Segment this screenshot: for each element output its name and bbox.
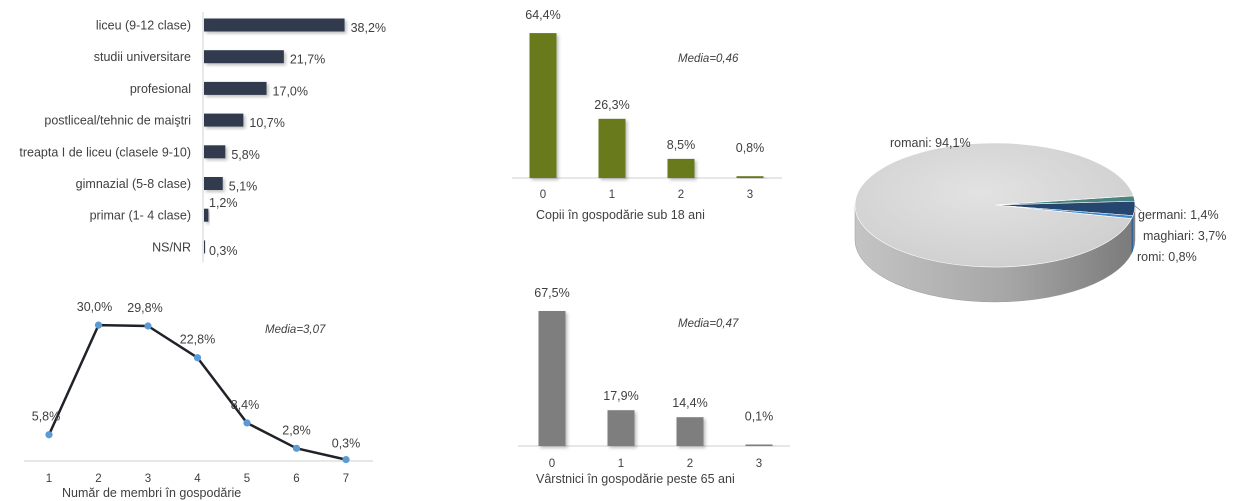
pie-label-maghiari: maghiari: 3,7% [1143,229,1226,243]
household-point [94,321,103,329]
household-data-label: 5,8% [32,410,61,424]
children-mean-annotation: Media=0,46 [678,53,739,65]
edu-data-label: 17,0% [273,84,308,98]
elderly-tick-label: 1 [618,458,624,470]
edu-bar [204,177,223,190]
elderly-data-label: 14,4% [672,396,707,410]
elderly-tick-label: 2 [687,458,693,470]
household-size-line-chart: 5,8% 1 30,0% 2 29,8% 3 22,8% 4 8,4% 5 2,8% 6 0,3% 7 Nu… [24,300,373,500]
elderly-bar [538,311,566,446]
household-tick-label: 7 [343,473,349,485]
edu-category-label: primar (1- 4 clase) [90,209,191,223]
household-tick-label: 5 [244,473,250,485]
children-bar-chart: 64,4% 0 26,3% 1 8,5% 2 0,8% 3 Copii în gospodări… [512,8,782,222]
edu-data-label: 5,1% [229,180,258,194]
household-point [342,456,350,464]
household-point [45,431,53,439]
household-tick-label: 3 [145,473,151,485]
children-bar [667,158,695,178]
edu-data-label: 1,2% [209,196,238,210]
pie-label-romani: romani: 94,1% [890,136,971,150]
edu-bar [204,18,345,32]
elderly-bar [607,410,635,446]
children-data-label: 26,3% [594,98,629,112]
children-data-label: 64,4% [525,8,560,22]
children-tick-label: 3 [747,189,753,201]
pie-leader-germani [1133,204,1142,212]
edu-data-label: 21,7% [290,53,325,67]
elderly-data-label: 17,9% [603,389,638,403]
elderly-data-label: 67,5% [534,286,569,300]
children-tick-label: 2 [678,189,684,201]
household-x-axis-title: Număr de membri în gospodărie [62,486,241,500]
edu-category-label: gimnazial (5-8 clase) [76,177,191,191]
children-bar [529,33,557,178]
edu-bar [204,50,284,64]
household-data-label: 29,8% [127,301,162,315]
edu-category-label: NS/NR [152,240,191,254]
edu-category-label: profesional [130,82,191,96]
edu-bar [204,81,267,95]
pie-label-romi: romi: 0,8% [1137,250,1197,264]
children-bar [736,176,764,178]
elderly-tick-label: 0 [549,458,555,470]
edu-data-label: 38,2% [351,21,386,35]
household-tick-label: 6 [293,473,299,485]
household-mean-annotation: Media=3,07 [265,324,326,336]
household-point [243,419,251,427]
household-tick-label: 1 [46,473,52,485]
elderly-bar [745,444,773,446]
edu-category-label: studii universitare [94,50,191,64]
pie-slice-romani [854,142,1134,268]
household-data-label: 2,8% [282,423,311,437]
edu-bar [204,113,244,127]
pie-side-romi [1131,215,1133,254]
elderly-x-axis-title: Vârstnici în gospodărie peste 65 ani [536,472,735,486]
household-data-label: 8,4% [231,398,260,412]
elderly-tick-label: 3 [756,458,762,470]
edu-bar [204,208,209,222]
household-point [144,322,152,330]
elderly-mean-annotation: Media=0,47 [678,318,739,330]
edu-data-label: 5,8% [231,148,260,162]
edu-bar [204,240,206,254]
elderly-bar-chart: 67,5% 0 17,9% 1 14,4% 2 0,1% 3 Vârstnici în gosp… [518,286,790,486]
household-point [193,354,202,362]
edu-data-label: 0,3% [209,244,238,258]
elderly-bar [676,417,704,446]
children-x-axis-title: Copii în gospodărie sub 18 ani [536,208,705,222]
elderly-data-label: 0,1% [745,410,774,424]
edu-category-label: liceu (9-12 clase) [96,19,191,33]
children-tick-label: 1 [609,189,615,201]
household-point [292,444,301,452]
children-bar [598,118,626,178]
household-data-label: 0,3% [332,437,361,451]
edu-category-label: postliceal/tehnic de maiştri [44,114,191,128]
household-data-label: 22,8% [180,333,215,347]
household-tick-label: 2 [95,473,101,485]
children-tick-label: 0 [540,189,546,201]
education-bar-chart: liceu (9-12 clase) 38,2% studii universita… [19,12,386,262]
children-data-label: 8,5% [667,138,696,152]
household-tick-label: 4 [194,473,201,485]
children-data-label: 0,8% [736,141,765,155]
ethnicity-pie-chart: romani: 94,1% germani: 1,4% maghiari: 3,7%… [854,136,1226,303]
pie-label-germani: germani: 1,4% [1138,208,1219,222]
edu-bar [204,145,226,159]
edu-category-label: treapta I de liceu (clasele 9-10) [19,145,191,159]
household-data-label: 30,0% [77,300,112,314]
edu-data-label: 10,7% [249,116,284,130]
